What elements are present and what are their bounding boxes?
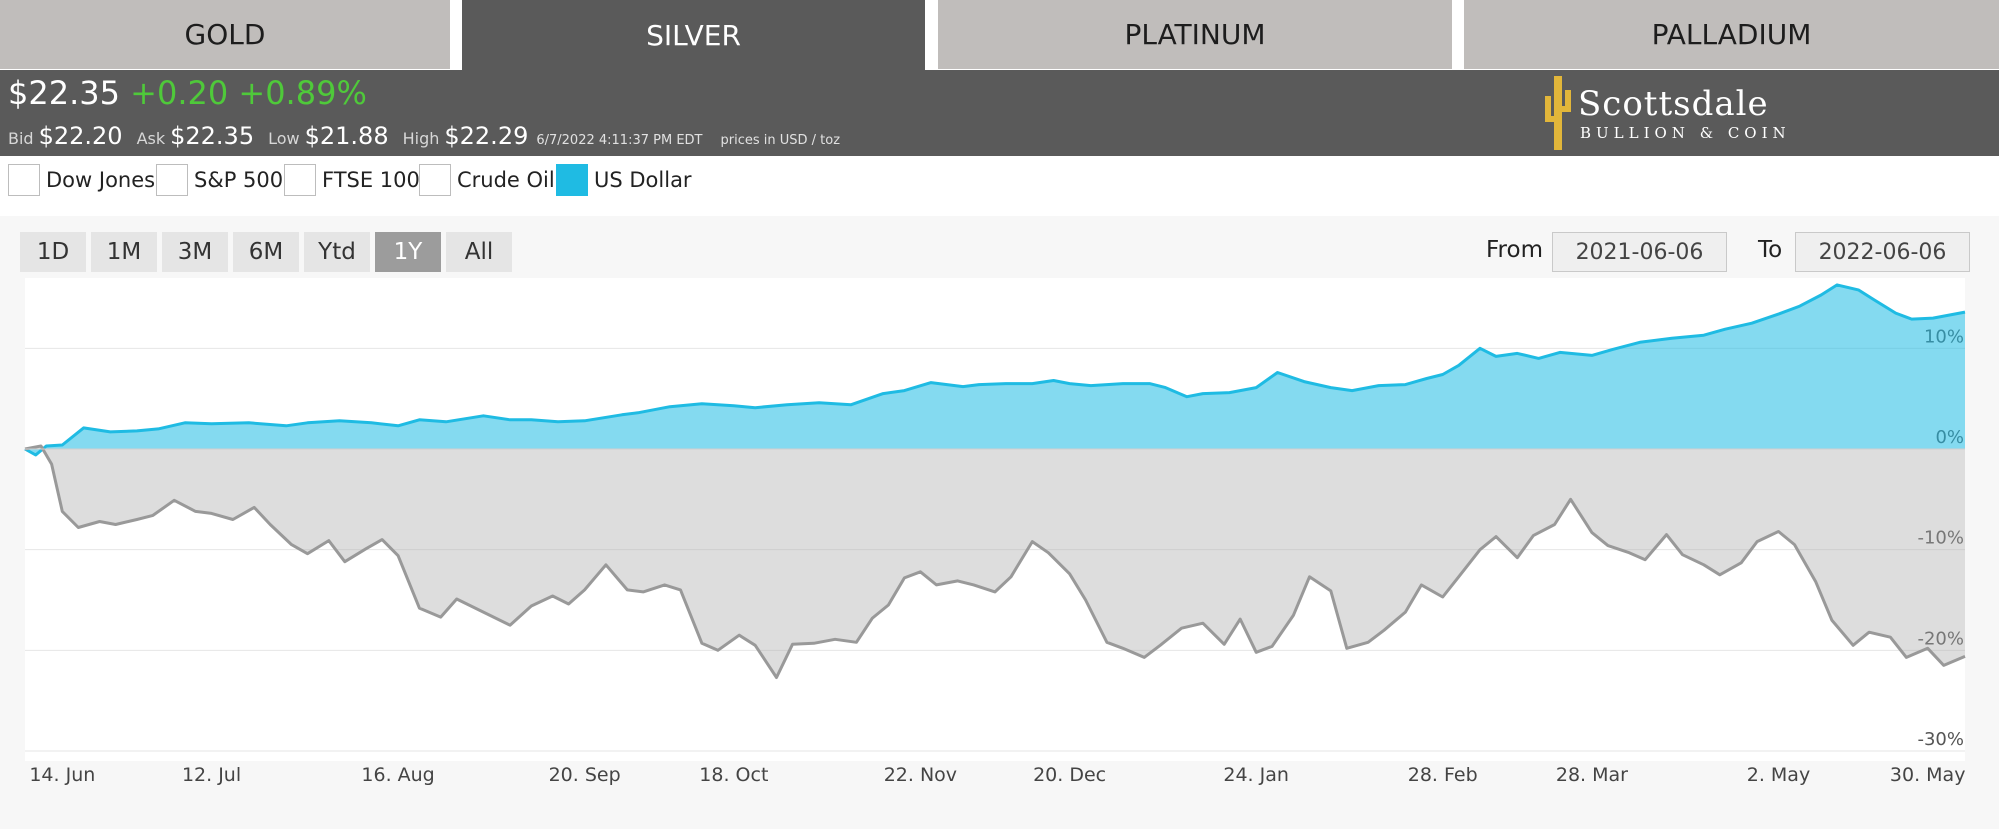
- chart-panel: 1D 1M 3M 6M Ytd 1Y All From To 10%0%-10%…: [0, 216, 1999, 829]
- tab-platinum[interactable]: PLATINUM: [938, 0, 1452, 69]
- compare-us-dollar[interactable]: US Dollar: [556, 164, 692, 196]
- y-tick-label: -30%: [1917, 729, 1964, 750]
- quote-details: Bid $22.20 Ask $22.35 Low $21.88 High $2…: [8, 122, 858, 150]
- comparison-toggles: Dow Jones S&P 500 FTSE 100 Crude Oil US …: [0, 156, 1999, 216]
- compare-sp500[interactable]: S&P 500: [156, 164, 283, 196]
- x-tick-label: 20. Dec: [1033, 764, 1106, 786]
- y-tick-label: -20%: [1917, 628, 1964, 649]
- range-1d[interactable]: 1D: [20, 232, 86, 272]
- logo-wordmark: Scottsdale: [1578, 84, 1769, 124]
- bid-label: Bid: [8, 129, 34, 148]
- cactus-icon: [1545, 76, 1571, 150]
- compare-checkbox[interactable]: [284, 164, 316, 196]
- y-tick-label: -10%: [1917, 528, 1964, 549]
- compare-label: S&P 500: [194, 168, 284, 192]
- to-label: To: [1758, 237, 1783, 263]
- range-ytd[interactable]: Ytd: [304, 232, 370, 272]
- series-area-1: [25, 446, 1965, 678]
- tab-gold[interactable]: GOLD: [0, 0, 450, 69]
- x-tick-label: 24. Jan: [1223, 764, 1289, 786]
- x-tick-label: 12. Jul: [182, 764, 241, 786]
- compare-label: US Dollar: [594, 168, 692, 192]
- range-1m[interactable]: 1M: [91, 232, 157, 272]
- compare-checkbox[interactable]: [556, 164, 588, 196]
- price-units: prices in USD / toz: [720, 133, 841, 148]
- from-date-input[interactable]: [1552, 232, 1727, 272]
- compare-checkbox[interactable]: [419, 164, 451, 196]
- compare-crude-oil[interactable]: Crude Oil: [419, 164, 555, 196]
- high-value: $22.29: [444, 122, 529, 150]
- compare-dow-jones[interactable]: Dow Jones: [8, 164, 155, 196]
- compare-label: Crude Oil: [457, 168, 555, 192]
- series-line-1: [24, 444, 1966, 679]
- spot-price: $22.35: [8, 74, 120, 112]
- price-change-percent: +0.89%: [238, 74, 367, 112]
- ask-value: $22.35: [170, 122, 255, 150]
- scottsdale-logo[interactable]: Scottsdale BULLION & COIN: [1540, 74, 1800, 152]
- x-tick-label: 30. May: [1890, 764, 1966, 786]
- compare-checkbox[interactable]: [156, 164, 188, 196]
- range-1y[interactable]: 1Y: [375, 232, 441, 272]
- x-tick-label: 2. May: [1747, 764, 1810, 786]
- ask-label: Ask: [136, 129, 166, 148]
- compare-checkbox[interactable]: [8, 164, 40, 196]
- metal-tabs: GOLD SILVER PLATINUM PALLADIUM: [0, 0, 1999, 71]
- price-change: +0.20: [130, 74, 229, 112]
- bid-value: $22.20: [38, 122, 123, 150]
- x-tick-label: 20. Sep: [549, 764, 621, 786]
- compare-label: Dow Jones: [46, 168, 156, 192]
- compare-label: FTSE 100: [322, 168, 420, 192]
- x-tick-label: 28. Mar: [1556, 764, 1628, 786]
- range-all[interactable]: All: [446, 232, 512, 272]
- series-area-0: [25, 284, 1965, 455]
- logo-tagline: BULLION & COIN: [1580, 124, 1791, 142]
- high-label: High: [402, 129, 440, 148]
- low-value: $21.88: [304, 122, 389, 150]
- quote-timestamp: 6/7/2022 4:11:37 PM EDT: [536, 133, 703, 148]
- from-label: From: [1486, 237, 1543, 263]
- series-line-0: [24, 283, 1966, 457]
- range-3m[interactable]: 3M: [162, 232, 228, 272]
- tab-palladium[interactable]: PALLADIUM: [1464, 0, 1999, 69]
- x-tick-label: 28. Feb: [1408, 764, 1478, 786]
- range-6m[interactable]: 6M: [233, 232, 299, 272]
- tab-silver[interactable]: SILVER: [462, 0, 925, 71]
- low-label: Low: [268, 129, 300, 148]
- price-line: $22.35 +0.20 +0.89%: [8, 74, 367, 112]
- to-date-input[interactable]: [1795, 232, 1970, 272]
- compare-ftse-100[interactable]: FTSE 100: [284, 164, 420, 196]
- x-tick-label: 22. Nov: [884, 764, 957, 786]
- price-bar: $22.35 +0.20 +0.89% Bid $22.20 Ask $22.3…: [0, 70, 1999, 156]
- x-tick-label: 16. Aug: [361, 764, 434, 786]
- x-tick-label: 18. Oct: [699, 764, 768, 786]
- x-tick-label: 14. Jun: [29, 764, 95, 786]
